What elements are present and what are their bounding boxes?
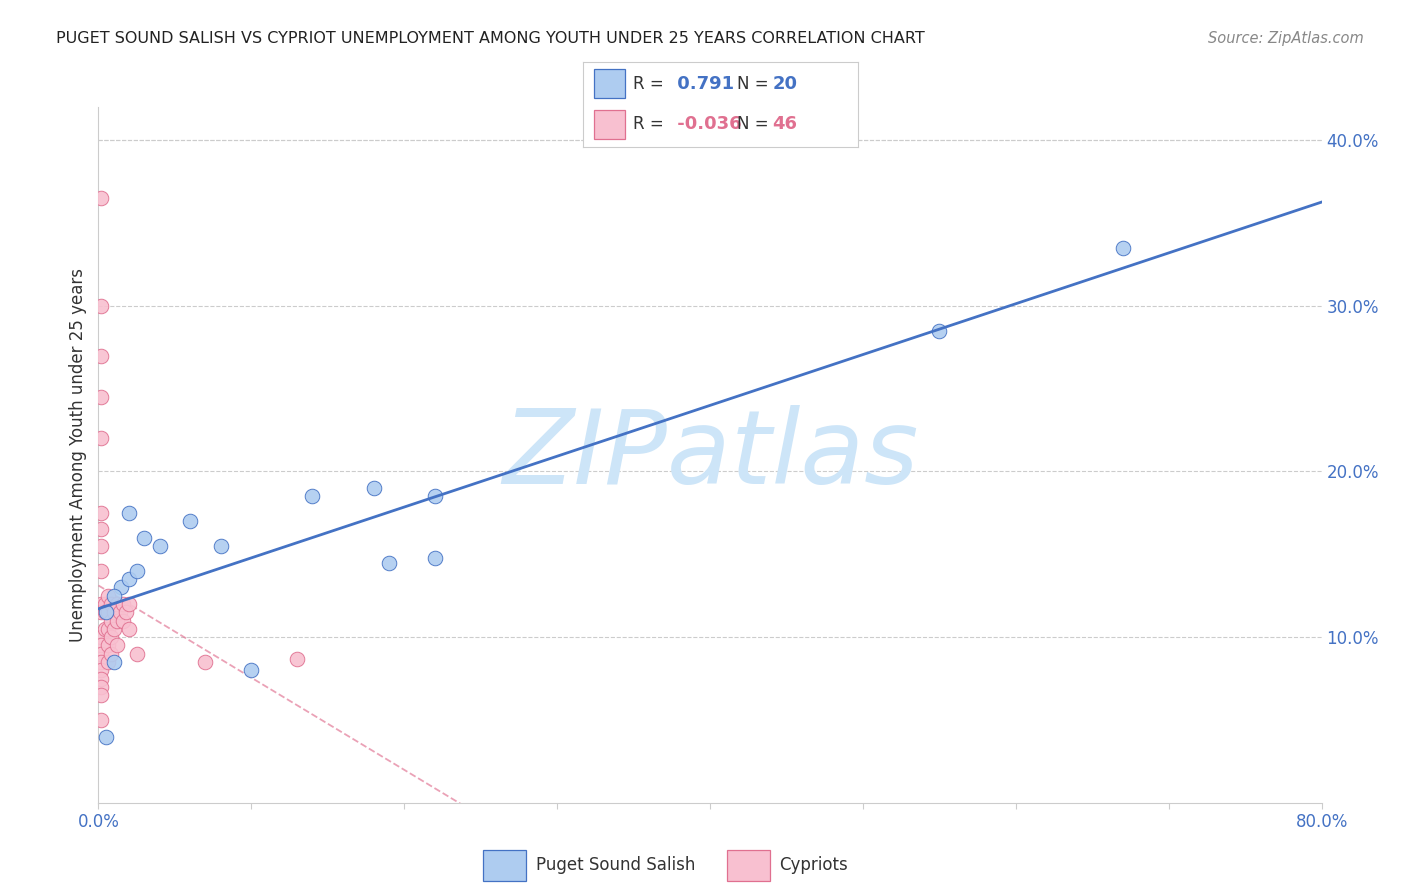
Text: 0.791: 0.791 <box>671 75 734 93</box>
Point <box>118 622 141 636</box>
Point <box>103 655 125 669</box>
Point <box>94 730 117 744</box>
Point <box>90 299 112 313</box>
Point <box>423 550 446 565</box>
Point <box>103 605 125 619</box>
Point <box>90 630 112 644</box>
Point <box>108 605 131 619</box>
Point <box>179 514 201 528</box>
Point <box>97 622 120 636</box>
Point <box>149 539 172 553</box>
Point <box>111 597 134 611</box>
Text: Source: ZipAtlas.com: Source: ZipAtlas.com <box>1208 31 1364 46</box>
Point <box>97 589 120 603</box>
Text: ZIPatlas: ZIPatlas <box>502 405 918 505</box>
Point <box>209 539 232 553</box>
Point <box>90 647 112 661</box>
Point <box>100 630 122 644</box>
Point <box>90 523 112 537</box>
Bar <box>595 110 624 139</box>
Text: PUGET SOUND SALISH VS CYPRIOT UNEMPLOYMENT AMONG YOUTH UNDER 25 YEARS CORRELATIO: PUGET SOUND SALISH VS CYPRIOT UNEMPLOYME… <box>56 31 925 46</box>
Text: -0.036: -0.036 <box>671 115 742 133</box>
Point <box>90 431 112 445</box>
Point <box>90 506 112 520</box>
Point <box>97 639 120 653</box>
Point <box>423 489 446 503</box>
Point <box>90 713 112 727</box>
Point <box>363 481 385 495</box>
Text: 20: 20 <box>773 75 797 93</box>
Point <box>103 589 125 603</box>
Point <box>118 597 141 611</box>
Point <box>93 622 115 636</box>
Point <box>90 672 112 686</box>
Point <box>90 349 112 363</box>
Point <box>105 614 128 628</box>
Point <box>240 663 263 677</box>
Bar <box>484 849 526 881</box>
Point <box>90 655 112 669</box>
Point <box>97 655 120 669</box>
Point <box>90 663 112 677</box>
Point <box>1112 241 1135 255</box>
Point <box>90 680 112 694</box>
Text: Cypriots: Cypriots <box>779 856 848 874</box>
Text: R =: R = <box>633 75 664 93</box>
Point <box>100 647 122 661</box>
Point <box>105 639 128 653</box>
Point <box>94 605 117 619</box>
Point <box>110 581 132 595</box>
Point <box>90 390 112 404</box>
Point <box>301 489 323 503</box>
Point <box>90 688 112 702</box>
Point <box>90 605 112 619</box>
Point <box>378 556 401 570</box>
Point <box>118 506 141 520</box>
Point <box>93 605 115 619</box>
Bar <box>727 849 770 881</box>
Text: 46: 46 <box>773 115 797 133</box>
Bar <box>595 70 624 98</box>
Point <box>118 572 141 586</box>
Point <box>105 597 128 611</box>
Point <box>97 605 120 619</box>
Text: N =: N = <box>737 115 769 133</box>
Point <box>100 597 122 611</box>
Point <box>90 564 112 578</box>
Point <box>928 324 950 338</box>
Point <box>285 651 308 665</box>
Point <box>90 639 112 653</box>
Point <box>111 614 134 628</box>
Point <box>103 622 125 636</box>
Point <box>90 191 112 205</box>
Text: R =: R = <box>633 115 664 133</box>
Point <box>90 539 112 553</box>
Point <box>125 647 148 661</box>
Text: N =: N = <box>737 75 769 93</box>
Point <box>134 531 156 545</box>
Point <box>93 597 115 611</box>
Point <box>90 597 112 611</box>
Point <box>194 655 217 669</box>
Point <box>100 614 122 628</box>
Y-axis label: Unemployment Among Youth under 25 years: Unemployment Among Youth under 25 years <box>69 268 87 642</box>
Point <box>125 564 148 578</box>
Point <box>115 605 138 619</box>
Text: Puget Sound Salish: Puget Sound Salish <box>536 856 695 874</box>
